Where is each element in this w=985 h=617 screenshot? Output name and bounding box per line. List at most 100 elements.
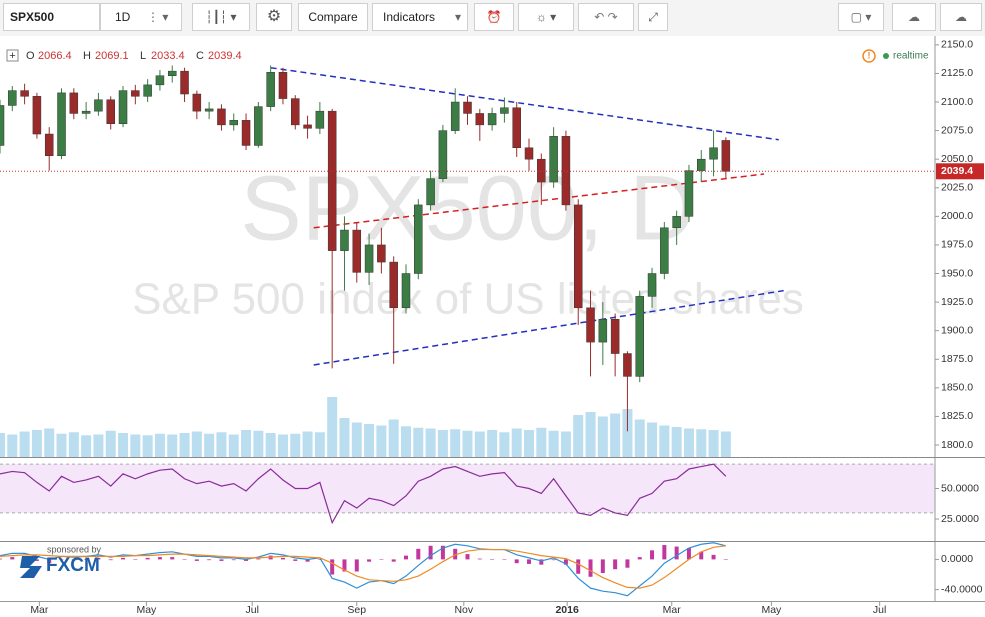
x-tick-label: Mar <box>663 604 682 616</box>
macd-histogram-bar <box>34 559 39 561</box>
macd-histogram-bar <box>182 559 187 560</box>
chart-style-button[interactable]: ┆┃┆ ▾ <box>192 3 250 31</box>
x-tick-label: Jul <box>245 604 258 616</box>
candle-body <box>20 90 29 97</box>
indicators-button[interactable]: Indicators ▾ <box>372 3 468 31</box>
y-tick-label: -40.0000 <box>941 583 983 595</box>
y-tick-label: 2125.0 <box>941 67 973 79</box>
y-tick-label: 1925.0 <box>941 296 973 308</box>
candle-body <box>180 70 189 95</box>
realtime-warning-icon[interactable] <box>862 49 876 63</box>
volume-bar <box>56 433 67 457</box>
alert-button[interactable]: ⏰ <box>474 3 514 31</box>
macd-histogram-bar <box>121 557 126 560</box>
macd-histogram-bar <box>440 545 445 560</box>
fullscreen-button[interactable]: ⤢ <box>638 3 668 31</box>
macd-histogram-bar <box>157 557 162 560</box>
load-button[interactable]: ☁ <box>892 3 936 31</box>
ohlc-label: O <box>26 50 35 62</box>
candle-body <box>573 204 583 309</box>
y-tick-label: 25.0000 <box>941 513 979 525</box>
candle-body <box>44 133 54 157</box>
y-tick-label: 0.0000 <box>941 553 973 565</box>
candle-body <box>389 261 398 309</box>
volume-bar <box>425 428 436 457</box>
macd-histogram-bar <box>10 557 15 560</box>
volume-bar <box>536 427 547 457</box>
macd-histogram-bar <box>317 559 322 560</box>
macd-histogram-bar <box>170 557 175 560</box>
candle-body <box>278 72 288 99</box>
macd-line <box>0 542 726 597</box>
ideas-button[interactable]: ☼ ▾ <box>518 3 574 31</box>
candle-body <box>32 96 42 135</box>
sponsor-brand: FXCM <box>46 555 100 576</box>
candle-body <box>217 108 226 126</box>
volume-bar <box>81 435 92 457</box>
candle-body <box>229 120 238 126</box>
realtime-label: realtime <box>893 51 929 62</box>
candle-body <box>672 216 681 229</box>
y-tick-label: 1950.0 <box>941 267 973 279</box>
settings-button[interactable]: ⚙ <box>256 3 292 31</box>
macd-histogram-bar <box>637 557 642 560</box>
candle-body <box>0 105 5 146</box>
volume-bar <box>437 430 448 457</box>
y-tick-label: 2050.0 <box>941 153 973 165</box>
collapse-button[interactable] <box>6 49 19 62</box>
volume-bar <box>0 433 5 457</box>
macd-histogram-bar <box>428 545 433 560</box>
candle-body <box>94 99 103 112</box>
macd-histogram-bar <box>551 559 556 561</box>
candle-body <box>57 92 66 157</box>
volume-bar <box>105 430 116 457</box>
macd-histogram-bar <box>625 559 630 568</box>
symbol-input[interactable]: SPX500 <box>3 3 100 31</box>
volume-bar <box>339 418 350 457</box>
trendline <box>270 66 779 141</box>
macd-line <box>0 545 726 589</box>
candle-body <box>106 99 115 124</box>
volume-bar <box>327 397 338 457</box>
candle-body <box>143 84 152 97</box>
candle-body <box>254 106 263 146</box>
interval-button[interactable]: 1D ⋮ ▾ <box>100 3 182 31</box>
macd-histogram-bar <box>194 559 199 561</box>
candle-body <box>303 124 312 129</box>
macd-histogram-bar <box>305 559 310 562</box>
x-tick-label: May <box>136 604 157 616</box>
volume-bar <box>610 413 621 457</box>
macd-histogram-bar <box>465 554 470 560</box>
y-tick-label: 1875.0 <box>941 353 973 365</box>
candle-body <box>155 75 165 86</box>
indicators-label: Indicators <box>383 10 436 24</box>
macd-histogram-bar <box>108 559 113 561</box>
macd-histogram-bar <box>576 559 581 574</box>
macd-histogram-bar <box>686 548 691 560</box>
color-button[interactable]: ▢ ▾ <box>838 3 884 31</box>
volume-bar <box>708 430 719 457</box>
ohlc-label: H <box>83 50 91 62</box>
volume-bar <box>216 432 227 457</box>
macd-histogram-bar <box>330 559 335 575</box>
volume-bar <box>388 419 399 457</box>
rsi-line <box>0 463 727 525</box>
compare-button[interactable]: Compare <box>298 3 368 31</box>
candle-body <box>500 107 509 114</box>
ohlc-label: C <box>196 50 204 62</box>
y-tick-label: 1800.0 <box>941 439 973 451</box>
candle-body <box>291 98 300 126</box>
y-tick-label: 2100.0 <box>941 96 973 108</box>
macd-histogram-bar <box>539 559 544 565</box>
candle-body <box>697 158 706 171</box>
volume-bar <box>277 434 288 457</box>
candle-body <box>438 130 448 179</box>
trendline <box>313 173 765 229</box>
candle-body <box>266 72 275 107</box>
macd-histogram-bar <box>354 559 359 572</box>
save-button[interactable]: ☁ <box>940 3 982 31</box>
candle-body <box>684 170 694 217</box>
candle-body <box>118 90 128 124</box>
undo-redo-button[interactable]: ↶ ↷ <box>578 3 634 31</box>
y-tick-label: 1900.0 <box>941 324 973 336</box>
